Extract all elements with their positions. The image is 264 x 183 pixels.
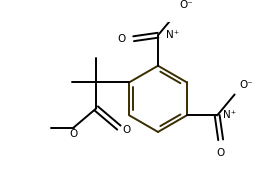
Text: O⁻: O⁻ xyxy=(239,80,253,90)
Text: O: O xyxy=(216,148,225,158)
Text: N⁺: N⁺ xyxy=(166,30,179,40)
Text: O: O xyxy=(69,129,78,139)
Text: N⁺: N⁺ xyxy=(223,110,237,120)
Text: O: O xyxy=(122,125,131,135)
Text: O⁻: O⁻ xyxy=(180,0,194,10)
Text: O: O xyxy=(117,34,126,44)
